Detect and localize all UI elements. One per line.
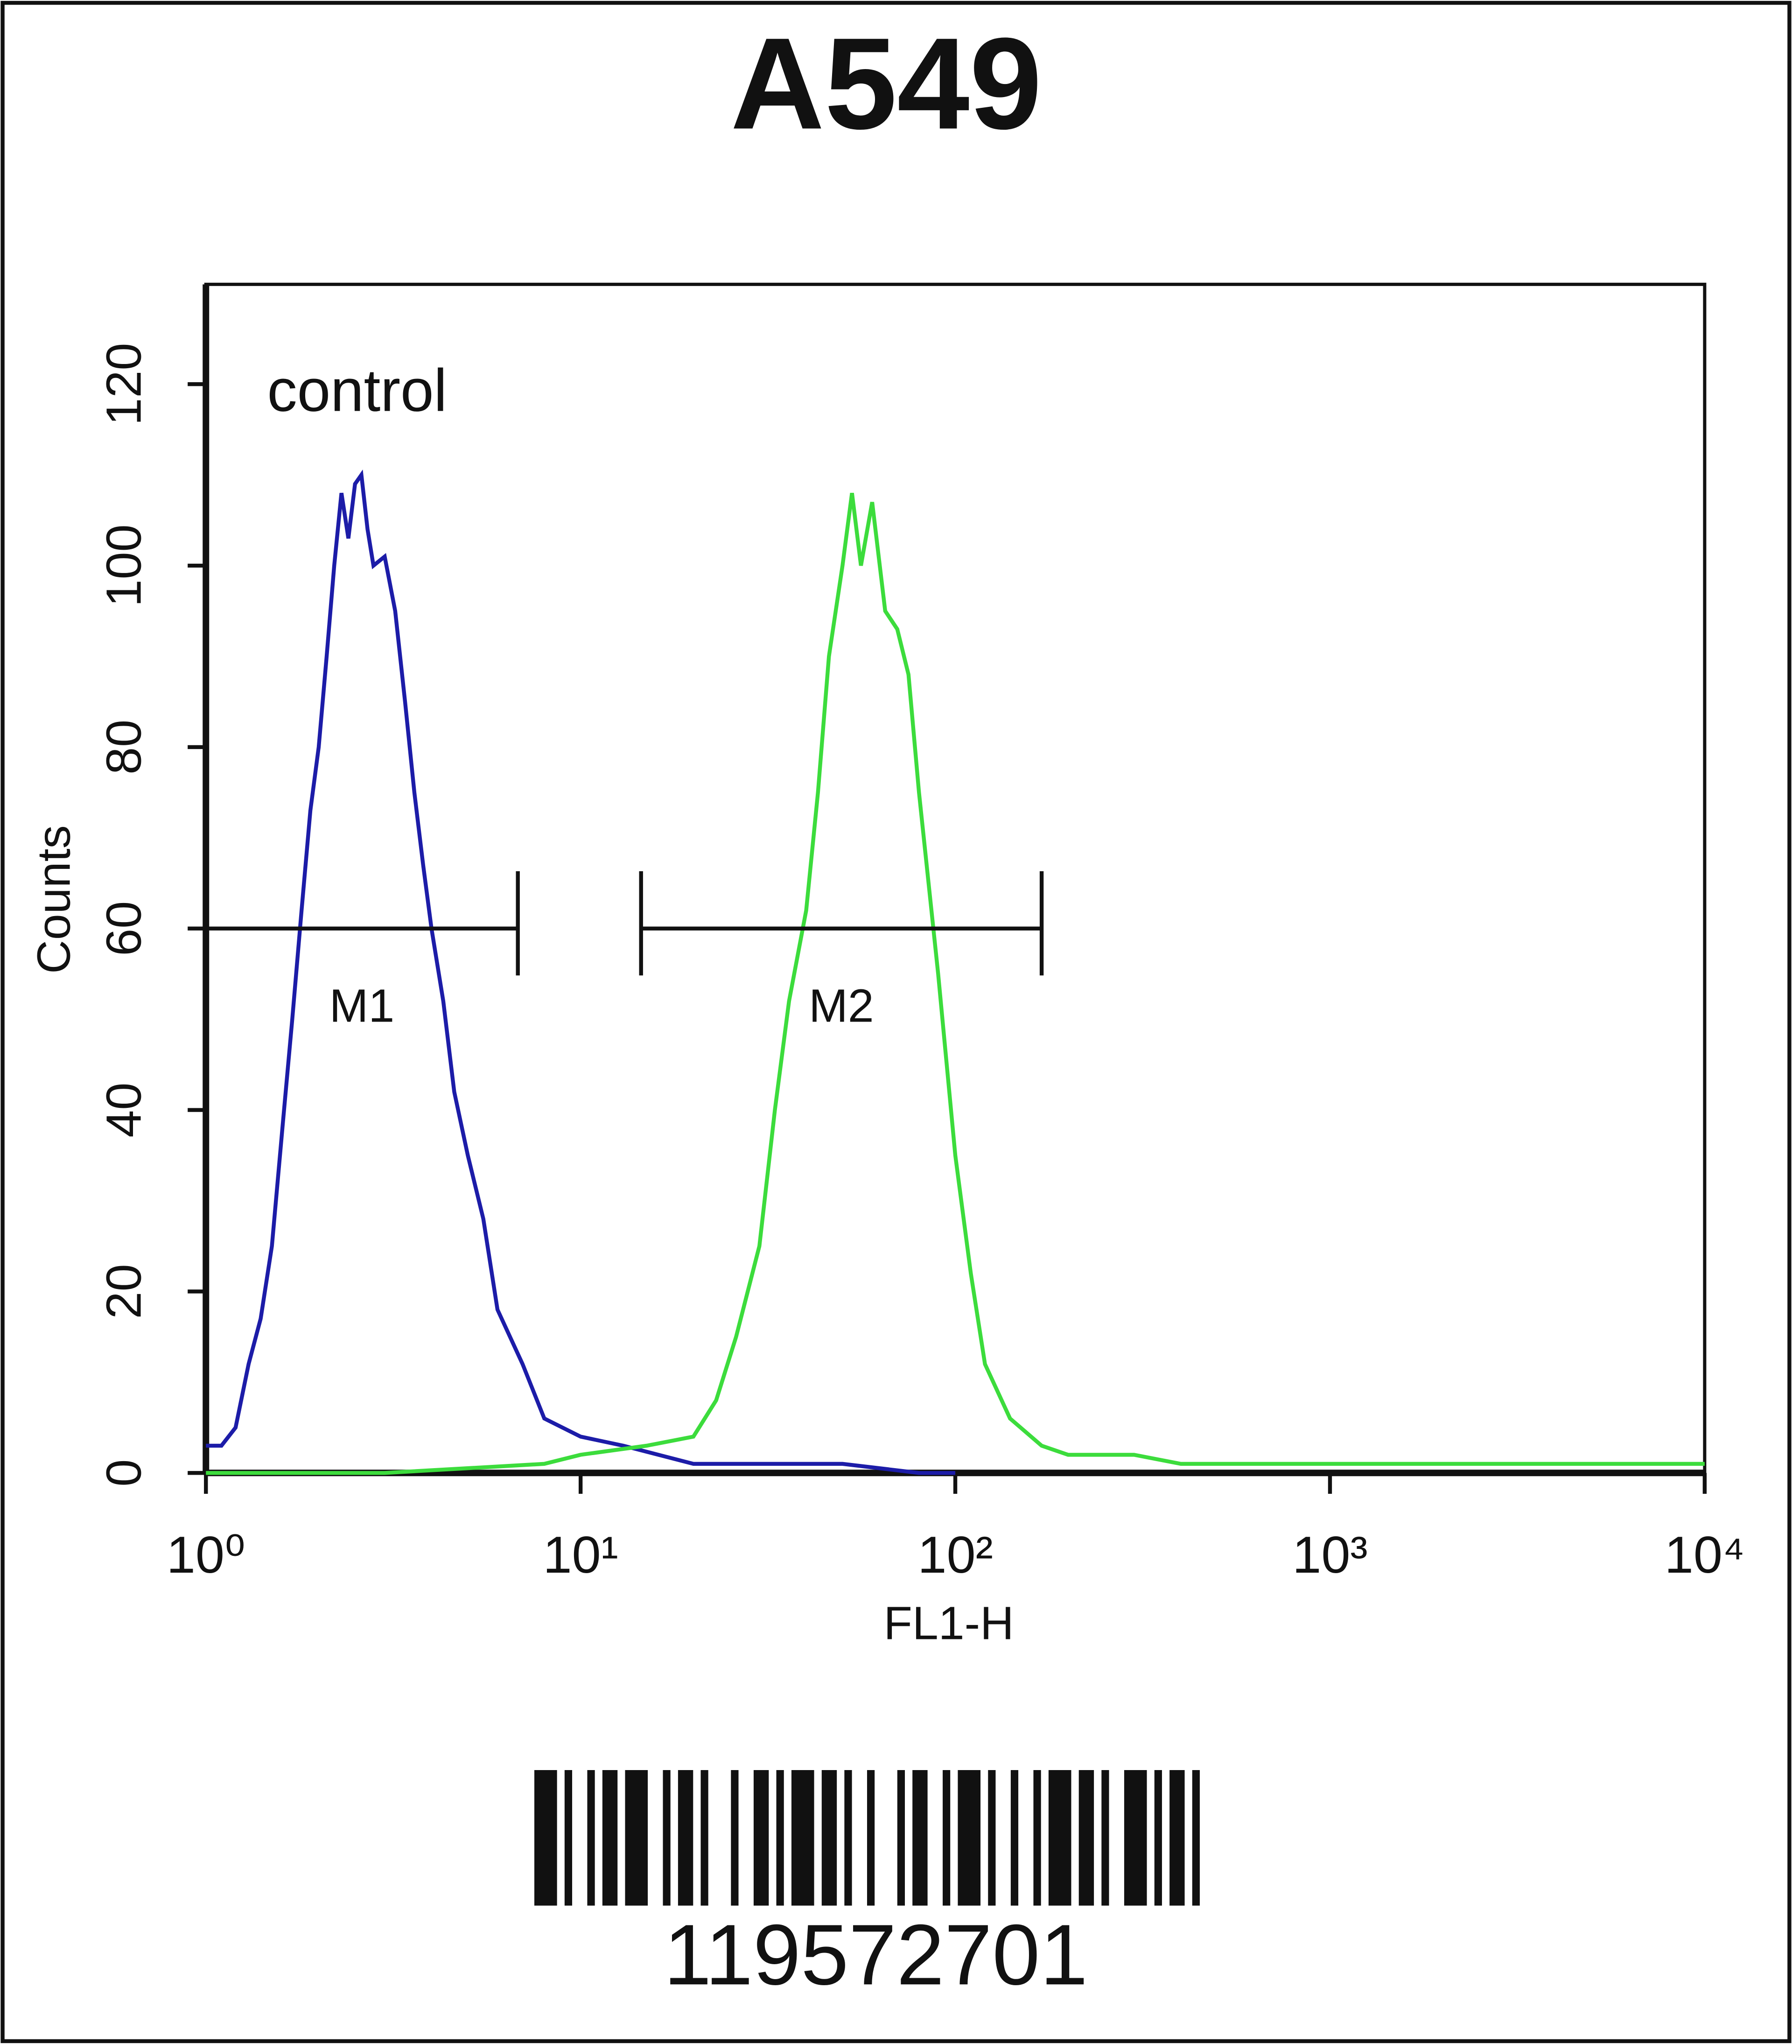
barcode-bar xyxy=(678,1770,693,1906)
series-line xyxy=(206,492,1705,1475)
marker-label: M1 xyxy=(329,980,395,1032)
barcode xyxy=(534,1770,1200,1906)
barcode-bar xyxy=(791,1770,814,1906)
x-tick-label: 10⁴ xyxy=(1665,1526,1745,1584)
barcode-bar xyxy=(958,1770,981,1906)
barcode-bar xyxy=(587,1770,595,1906)
barcode-bar xyxy=(1101,1770,1109,1906)
barcode-bar xyxy=(534,1770,557,1906)
barcode-number: 119572701 xyxy=(664,1907,1088,2003)
barcode-bar xyxy=(867,1770,875,1906)
barcode-bar xyxy=(821,1770,837,1906)
barcode-bar xyxy=(625,1770,648,1906)
barcode-bar xyxy=(1124,1770,1147,1906)
y-tick-label: 0 xyxy=(97,1459,152,1487)
barcode-bar xyxy=(564,1770,573,1906)
barcode-bar xyxy=(1154,1770,1162,1906)
barcode-bar xyxy=(943,1770,951,1906)
barcode-bar xyxy=(1048,1770,1071,1906)
barcode-bar xyxy=(1078,1770,1094,1906)
x-tick-label: 10³ xyxy=(1292,1526,1367,1584)
barcode-bar xyxy=(844,1770,852,1906)
barcode-bar xyxy=(602,1770,618,1906)
annotation: control xyxy=(267,357,448,424)
y-tick-label: 40 xyxy=(97,1083,152,1138)
barcode-bar xyxy=(663,1770,671,1906)
y-tick-label: 20 xyxy=(97,1264,152,1319)
y-tick-label: 120 xyxy=(97,343,152,426)
chart-title: A549 xyxy=(730,11,1042,156)
y-tick-label: 60 xyxy=(97,901,152,956)
y-tick-label: 100 xyxy=(97,525,152,607)
marker-label: M2 xyxy=(809,980,874,1032)
x-tick-label: 10² xyxy=(917,1526,993,1584)
barcode-bar xyxy=(988,1770,996,1906)
barcode-bar xyxy=(753,1770,769,1906)
barcode-bar xyxy=(1010,1770,1019,1906)
barcode-bar xyxy=(897,1770,905,1906)
x-tick-label: 10¹ xyxy=(543,1526,618,1584)
barcode-bar xyxy=(1169,1770,1185,1906)
barcode-bar xyxy=(776,1770,784,1906)
series-line xyxy=(206,469,956,1475)
x-tick-label: 10⁰ xyxy=(167,1526,245,1584)
y-tick-label: 80 xyxy=(97,720,152,775)
barcode-bar xyxy=(700,1770,708,1906)
y-axis-label: Counts xyxy=(28,825,80,973)
x-axis-label: FL1-H xyxy=(883,1597,1014,1649)
barcode-bar xyxy=(912,1770,928,1906)
barcode-bar xyxy=(1192,1770,1200,1906)
barcode-bar xyxy=(731,1770,739,1906)
barcode-bar xyxy=(1033,1770,1041,1906)
